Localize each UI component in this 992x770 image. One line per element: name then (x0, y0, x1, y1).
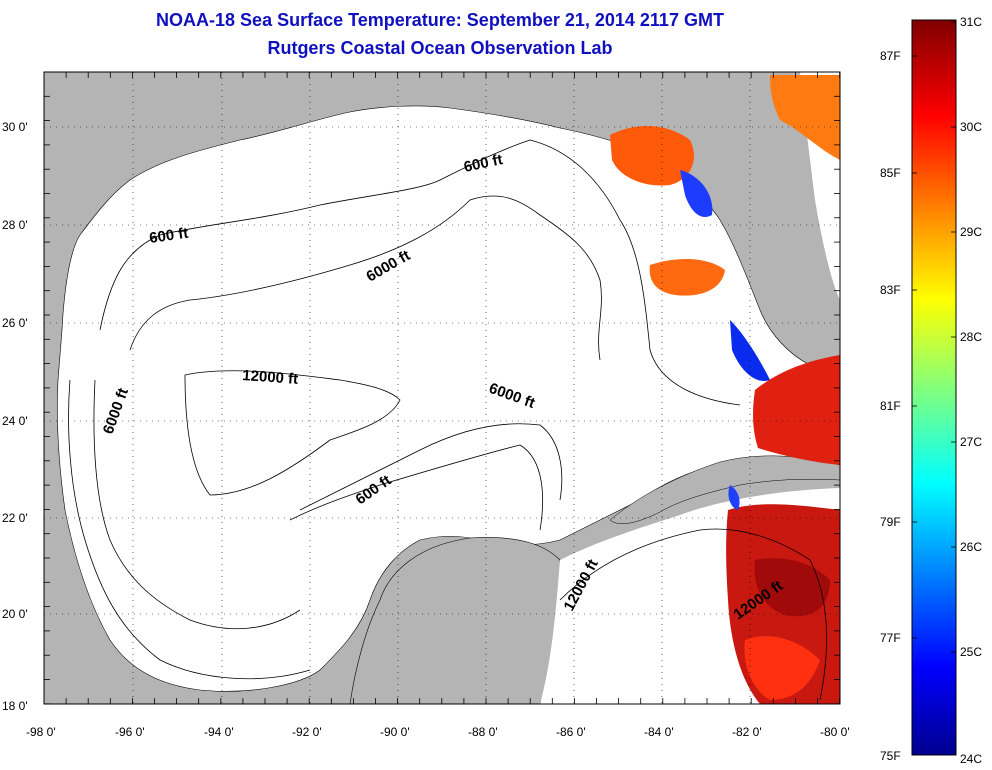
y-tick-label: 26 0' (2, 316, 28, 330)
fahrenheit-label: 75F (880, 749, 901, 763)
celsius-label: 24C (960, 752, 982, 766)
celsius-label: 28C (960, 330, 982, 344)
colorbar (911, 19, 957, 756)
y-axis-labels: 30 0' 28 0' 26 0' 24 0' 22 0' 20 0' 18 0… (2, 120, 28, 713)
x-tick-label: -80 0' (820, 725, 850, 739)
x-tick-label: -82 0' (732, 725, 762, 739)
contour-600ft-west (68, 379, 311, 680)
x-tick-label: -98 0' (26, 725, 56, 739)
contour-6000ft-west (93, 379, 301, 630)
contour-600ft-south (289, 444, 544, 531)
y-tick-label: 18 0' (2, 699, 28, 713)
celsius-label: 25C (960, 645, 982, 659)
contour-12000ft-east (559, 528, 827, 701)
x-tick-label: -92 0' (292, 725, 322, 739)
celsius-label: 30C (960, 120, 982, 134)
graticule (44, 72, 840, 704)
x-tick-label: -94 0' (204, 725, 234, 739)
x-tick-label: -86 0' (556, 725, 586, 739)
colorbar-celsius-labels: 31C 30C 29C 28C 27C 26C 25C 24C (960, 15, 982, 766)
x-tick-label: -96 0' (115, 725, 145, 739)
x-tick-label: -88 0' (468, 725, 498, 739)
contour-12000ft (184, 370, 401, 496)
contour-6000ft-north (129, 195, 602, 361)
x-tick-label: -84 0' (644, 725, 674, 739)
colorbar-fahrenheit-labels: 87F 85F 83F 81F 79F 77F 75F (880, 49, 901, 763)
y-tick-label: 30 0' (2, 120, 28, 134)
colorbar-ticks (912, 21, 956, 653)
map-title: NOAA-18 Sea Surface Temperature: Septemb… (156, 10, 724, 30)
fahrenheit-label: 83F (880, 283, 901, 297)
celsius-label: 27C (960, 435, 982, 449)
x-tick-label: -90 0' (380, 725, 410, 739)
contour-6000ft-south (299, 423, 563, 511)
sst-data-layer (610, 75, 840, 704)
map-subtitle: Rutgers Coastal Ocean Observation Lab (267, 38, 613, 58)
y-tick-label: 20 0' (2, 607, 28, 621)
bathymetry-contours (68, 139, 827, 701)
y-tick-label: 22 0' (2, 511, 28, 525)
x-axis-labels: -98 0' -96 0' -94 0' -92 0' -90 0' -88 0… (26, 725, 850, 739)
y-tick-label: 24 0' (2, 414, 28, 428)
celsius-label: 26C (960, 540, 982, 554)
axis-tick-marks (43, 71, 840, 705)
fahrenheit-label: 79F (880, 515, 901, 529)
celsius-label: 29C (960, 225, 982, 239)
celsius-label: 31C (960, 15, 982, 29)
fahrenheit-label: 77F (880, 631, 901, 645)
contour-label-12000ft-c: 12000 ft (242, 367, 299, 388)
contour-label-600ft-n: 600 ft (148, 225, 189, 247)
cuba-land (609, 455, 840, 524)
y-tick-label: 28 0' (2, 218, 28, 232)
fahrenheit-label: 87F (880, 49, 901, 63)
fahrenheit-label: 81F (880, 399, 901, 413)
fahrenheit-label: 85F (880, 166, 901, 180)
contour-600ft-north (99, 139, 741, 406)
